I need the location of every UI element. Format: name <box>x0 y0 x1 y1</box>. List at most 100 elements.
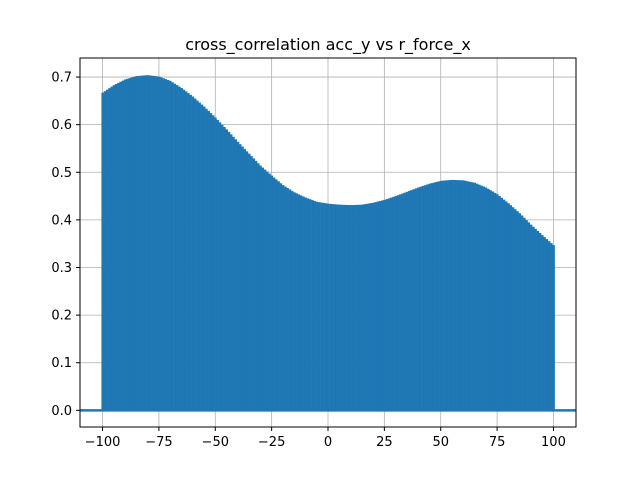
correlation-bar <box>367 203 371 411</box>
correlation-bar <box>550 243 553 411</box>
correlation-bar <box>331 204 334 411</box>
correlation-bar <box>108 88 111 411</box>
correlation-bar <box>353 204 357 411</box>
correlation-bar <box>256 163 260 411</box>
correlation-bar <box>162 78 165 411</box>
correlation-bar <box>507 203 510 411</box>
correlation-bar <box>288 189 292 411</box>
correlation-bar <box>317 202 321 411</box>
correlation-bar <box>236 141 240 411</box>
correlation-bar <box>135 76 138 411</box>
correlation-bar <box>178 86 181 411</box>
correlation-bar <box>247 153 251 411</box>
correlation-bar <box>333 204 337 411</box>
correlation-bar <box>426 184 429 411</box>
correlation-bar <box>351 205 355 411</box>
correlation-bar <box>261 167 265 411</box>
correlation-bar <box>202 106 206 411</box>
correlation-bar <box>290 190 294 411</box>
x-tick-label: −75 <box>145 435 172 450</box>
correlation-bar <box>277 181 280 411</box>
correlation-bar <box>403 192 407 411</box>
correlation-bar <box>486 188 490 411</box>
correlation-bar <box>502 199 506 411</box>
correlation-bar <box>166 79 170 411</box>
correlation-bar <box>335 204 339 411</box>
correlation-bar <box>462 180 465 411</box>
correlation-bar <box>187 93 190 411</box>
correlation-bar <box>252 158 256 411</box>
correlation-bar <box>148 75 152 411</box>
correlation-bar <box>214 117 217 411</box>
correlation-bar <box>392 196 395 411</box>
correlation-bar <box>153 75 156 411</box>
correlation-bar <box>360 204 364 411</box>
correlation-bar <box>477 184 481 411</box>
correlation-bar <box>211 115 215 411</box>
correlation-bar <box>475 183 479 411</box>
correlation-bar <box>112 85 116 411</box>
correlation-bar <box>191 96 195 411</box>
correlation-bar <box>464 180 467 411</box>
correlation-bar <box>270 175 274 411</box>
correlation-bar <box>205 108 208 411</box>
chart-title: cross_correlation acc_y vs r_force_x <box>185 35 471 55</box>
x-tick-label: −25 <box>258 435 285 450</box>
correlation-bar <box>541 235 544 411</box>
correlation-bar <box>435 181 438 411</box>
correlation-bar <box>182 89 186 411</box>
correlation-bar <box>374 202 377 411</box>
correlation-bar <box>408 190 411 411</box>
correlation-bar <box>238 144 242 411</box>
correlation-bar <box>529 224 533 411</box>
correlation-bar <box>193 98 197 411</box>
correlation-bar <box>324 203 328 411</box>
correlation-bar <box>421 185 425 411</box>
x-tick-label: 75 <box>489 435 506 450</box>
correlation-bar <box>198 102 201 411</box>
correlation-bar <box>394 196 398 411</box>
correlation-bar <box>432 182 436 411</box>
x-tick-label: 25 <box>376 435 393 450</box>
correlation-bar <box>344 204 348 411</box>
correlation-bar <box>365 203 368 411</box>
correlation-bar <box>171 82 174 411</box>
correlation-bar <box>220 124 224 411</box>
correlation-bar <box>196 100 199 411</box>
correlation-bar <box>245 151 249 411</box>
correlation-bar <box>142 75 145 411</box>
y-tick-label: 0.6 <box>51 118 72 133</box>
correlation-bar <box>369 203 373 411</box>
correlation-bar <box>302 196 305 411</box>
y-axis: 0.0 0.1 0.2 0.3 0.4 0.5 0.6 0.7 <box>51 71 80 419</box>
correlation-bar <box>137 75 141 411</box>
correlation-bar <box>444 180 447 411</box>
correlation-bar <box>160 77 163 411</box>
correlation-bar <box>428 183 431 411</box>
correlation-bar <box>453 179 456 411</box>
x-tick-label: 0 <box>324 435 332 450</box>
correlation-bar <box>243 148 247 411</box>
correlation-bar <box>155 76 159 411</box>
correlation-bar <box>439 180 443 411</box>
correlation-bar <box>473 182 476 411</box>
correlation-bar <box>103 91 107 411</box>
correlation-bar <box>232 136 235 411</box>
correlation-bar <box>371 202 375 411</box>
y-tick-label: 0.0 <box>51 404 72 419</box>
correlation-bar <box>101 92 104 411</box>
correlation-bar <box>401 193 404 411</box>
correlation-bar <box>259 165 262 411</box>
correlation-bar <box>419 186 422 411</box>
correlation-bar <box>340 204 343 411</box>
correlation-bar <box>423 185 427 411</box>
correlation-bar <box>362 204 366 411</box>
correlation-bar <box>489 190 492 411</box>
correlation-bar <box>266 171 269 411</box>
correlation-bar <box>209 113 213 411</box>
correlation-bar <box>349 205 352 411</box>
correlation-bar <box>322 202 325 411</box>
correlation-bar <box>525 220 528 411</box>
